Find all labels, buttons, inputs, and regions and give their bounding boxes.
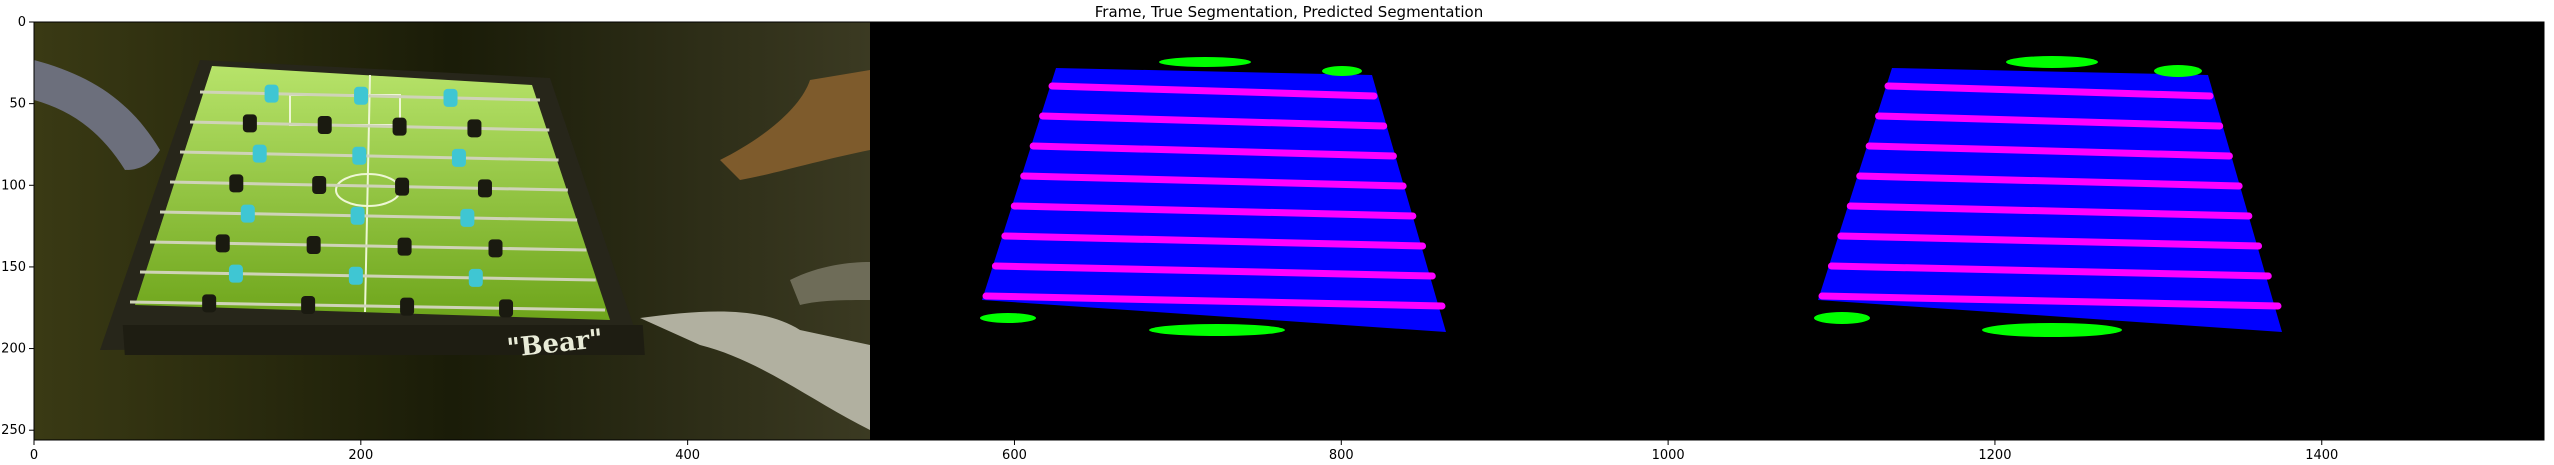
pred-rod (1875, 112, 2224, 130)
photo-foosman (229, 174, 244, 193)
photo-foosman (242, 114, 257, 133)
photo-foosman (488, 239, 503, 258)
photo-foosman (202, 294, 217, 313)
pred-player-blob (1814, 312, 1870, 324)
photo-rod (179, 150, 559, 162)
y-tick-label: 150 (1, 260, 26, 275)
x-tick-label: 400 (675, 448, 700, 463)
y-axis: 0 50 100 150 200 250 (1, 15, 34, 438)
true-rod (991, 262, 1436, 280)
photo-foosman (348, 266, 363, 285)
x-tick-label: 800 (1329, 448, 1354, 463)
true-field (982, 68, 1446, 332)
true-rods (982, 82, 1446, 310)
photo-foosman (443, 88, 458, 107)
chart-title: Frame, True Segmentation, Predicted Segm… (1095, 3, 1483, 21)
photo-foosman (460, 208, 475, 227)
image-area: "Bear" (34, 22, 2544, 440)
pred-player-blob (2006, 56, 2098, 68)
photo-foosman (306, 236, 321, 254)
photo-rod (139, 270, 596, 282)
pred-player-blob (2154, 65, 2202, 77)
true-rod (1001, 232, 1427, 250)
pred-rod (1865, 142, 2233, 160)
photo-foosman (451, 148, 466, 167)
photo-foosman (477, 179, 492, 198)
true-rod (1039, 112, 1388, 130)
pred-rods (1818, 82, 2282, 310)
y-tick-label: 250 (1, 423, 26, 438)
photo-foosman (352, 146, 367, 165)
player-arm-left (34, 60, 160, 170)
true-players (980, 57, 1362, 336)
true-rod (1048, 82, 1378, 100)
pred-rod (1856, 172, 2243, 190)
true-rod (1020, 172, 1407, 190)
photo-foosman (468, 268, 483, 287)
photo-foosman (312, 176, 327, 194)
true-player-blob (980, 313, 1036, 323)
photo-rod (159, 210, 578, 222)
pred-rod (1884, 82, 2214, 100)
photo-rod (199, 90, 541, 102)
photo-foosman (395, 177, 410, 196)
photo-foosman (240, 204, 255, 223)
photo-foosman (215, 234, 230, 253)
y-tick-label: 100 (1, 178, 26, 193)
photo-foosman (264, 84, 279, 103)
photo-foosman (499, 299, 514, 318)
predicted-segmentation-panel (1814, 56, 2282, 337)
true-player-blob (1149, 324, 1285, 336)
player-arm-right-mid (790, 262, 870, 305)
y-tick-label: 0 (18, 15, 26, 30)
y-tick-label: 200 (1, 342, 26, 357)
true-rod (1029, 142, 1397, 160)
player-arm-right-bottom (640, 311, 870, 430)
pred-rod (1846, 202, 2253, 220)
x-tick-label: 600 (1002, 448, 1027, 463)
photo-foosman (301, 296, 316, 314)
photo-players (202, 84, 514, 318)
photo-foosman (467, 119, 482, 138)
photo-foosman (252, 144, 267, 163)
photo-foosman (317, 116, 332, 134)
y-tick-label: 50 (9, 97, 26, 112)
photo-foosman (228, 264, 243, 283)
pred-rod (1827, 262, 2272, 280)
pred-player-blob (1982, 323, 2122, 337)
photo-foosman (350, 206, 365, 225)
table-front-panel (122, 325, 645, 355)
photo-foosman (354, 86, 369, 105)
player-arm-right-top (720, 70, 870, 180)
photo-foosman (400, 297, 415, 316)
pred-rod (1818, 292, 2282, 310)
pred-players (1814, 56, 2202, 337)
photo-foosman (397, 237, 412, 256)
frame-panel: "Bear" (34, 22, 870, 440)
true-player-blob (1322, 66, 1362, 76)
true-rod (1010, 202, 1417, 220)
x-tick-label: 1200 (1978, 448, 2011, 463)
axes-frame (33, 21, 2545, 441)
x-tick-label: 1400 (2305, 448, 2338, 463)
pred-rod (1837, 232, 2263, 250)
x-tick-label: 1000 (1652, 448, 1685, 463)
x-tick-label: 0 (30, 448, 38, 463)
true-segmentation-panel (980, 57, 1446, 336)
true-player-blob (1159, 57, 1251, 67)
x-tick-label: 200 (348, 448, 373, 463)
true-rod (982, 292, 1446, 310)
x-axis: 0 200 400 600 800 1000 1200 1400 (30, 440, 2338, 463)
pred-field (1818, 68, 2282, 332)
photo-foosman (392, 117, 407, 136)
